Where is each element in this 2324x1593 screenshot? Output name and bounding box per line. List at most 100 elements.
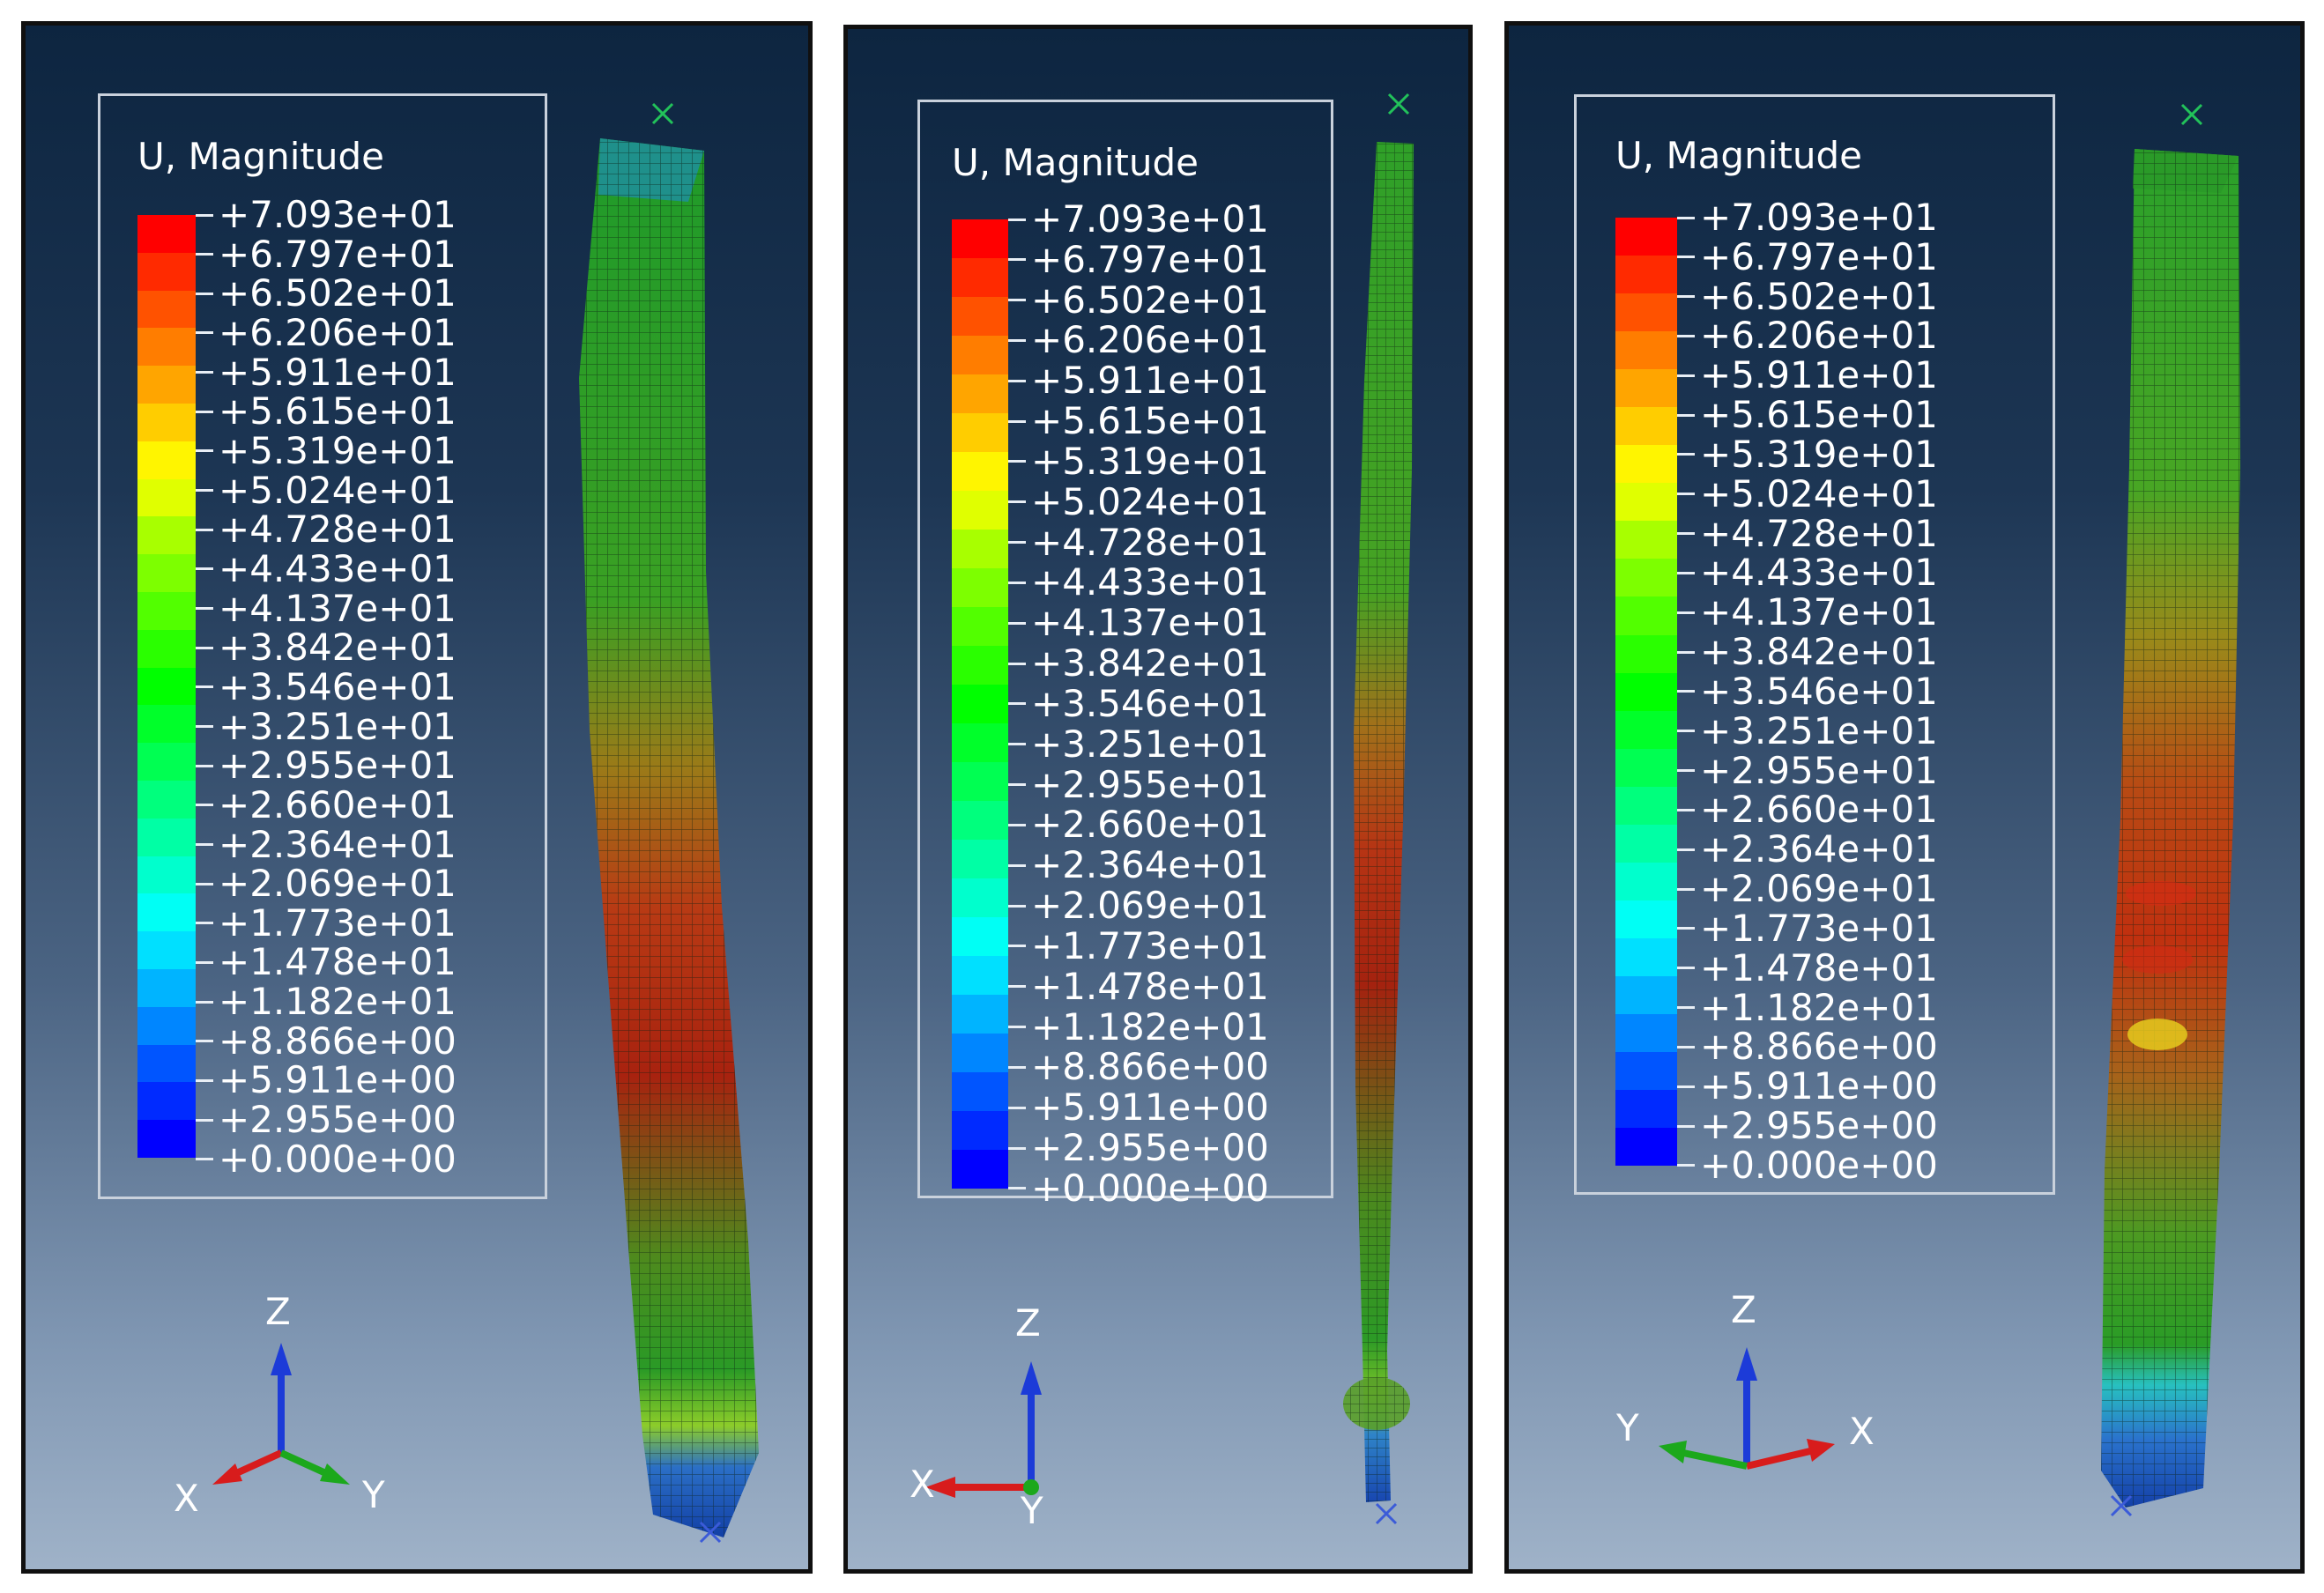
legend-tick: +2.364e+01: [1008, 846, 1269, 885]
legend-color-bar-1: [137, 215, 196, 1158]
legend-tick-mark: [1008, 581, 1026, 584]
legend-swatch: [952, 568, 1008, 607]
legend-tick-mark: [196, 449, 213, 453]
legend-swatch: [137, 591, 196, 630]
legend-tick: +5.911e+01: [1677, 356, 1938, 395]
viewport-3[interactable]: U, Magnitude +7.093e+01 +6.797e+01 +6.502e…: [1504, 21, 2305, 1574]
legend-tick: +5.319e+01: [196, 428, 457, 472]
legend-tick: +4.728e+01: [1008, 522, 1269, 562]
legend-tick-label: +1.478e+01: [219, 940, 457, 984]
legend-tick: +5.615e+01: [1008, 402, 1269, 441]
legend-tick: +6.206e+01: [196, 313, 457, 352]
legend-tick-label: +5.911e+00: [1031, 1085, 1269, 1130]
legend-tick: +6.502e+01: [196, 274, 457, 313]
legend-tick: +1.478e+01: [1008, 967, 1269, 1006]
legend-tick-label: +2.955e+01: [1031, 762, 1269, 806]
legend-tick-mark: [1008, 1106, 1026, 1109]
legend-title-2: U, Magnitude: [952, 141, 1199, 184]
legend-tick-mark: [196, 725, 213, 729]
legend-tick: +5.024e+01: [196, 470, 457, 510]
legend-tick: +8.866e+00: [1008, 1048, 1269, 1086]
viewport-1[interactable]: U, Magnitude +7.093e+01 +6.797e+01 +6.502e…: [21, 21, 813, 1574]
legend-title-3: U, Magnitude: [1615, 134, 1862, 177]
legend-tick-mark: [1677, 650, 1695, 654]
legend-tick: +5.319e+01: [1677, 434, 1938, 474]
legend-swatch: [1615, 218, 1677, 256]
legend-tick-label: +5.615e+01: [1031, 399, 1269, 443]
legend-tick-mark: [1677, 413, 1695, 417]
legend-swatch: [1615, 975, 1677, 1014]
boundary-marker-bottom-2: [1375, 1502, 1398, 1525]
viewport-2[interactable]: U, Magnitude +7.093e+01 +6.797e+01 +6.502e…: [843, 25, 1473, 1574]
legend-tick-label: +3.546e+01: [219, 664, 457, 708]
boundary-marker-top-3: [2180, 103, 2203, 126]
legend-tick: +1.182e+01: [196, 982, 457, 1021]
legend-swatch: [952, 607, 1008, 646]
legend-swatch: [1615, 293, 1677, 332]
legend-tick: +3.546e+01: [1008, 684, 1269, 723]
legend-swatch: [1615, 483, 1677, 522]
legend-tick-label: +7.093e+01: [1700, 196, 1938, 239]
legend-swatch: [952, 530, 1008, 568]
legend-tick: +6.797e+01: [1008, 240, 1269, 279]
legend-tick: +6.797e+01: [196, 234, 457, 274]
legend-tick-mark: [1677, 611, 1695, 614]
legend-tick-mark: [1677, 493, 1695, 496]
legend-tick-label: +1.182e+01: [1031, 1004, 1269, 1048]
legend-tick-mark: [196, 843, 213, 846]
legend-swatch: [137, 441, 196, 479]
legend-tick-label: +2.955e+00: [219, 1098, 457, 1142]
legend-tick-label: +1.773e+01: [1031, 923, 1269, 967]
legend-tick-label: +8.866e+00: [1700, 1025, 1938, 1069]
legend-tick-label: +2.660e+01: [1031, 803, 1269, 847]
legend-tick-label: +6.797e+01: [1700, 234, 1938, 278]
legend-tick-mark: [1677, 295, 1695, 299]
legend-swatch: [1615, 824, 1677, 863]
legend-tick: +7.093e+01: [1677, 198, 1938, 237]
legend-tick: +5.615e+01: [1677, 396, 1938, 434]
legend-tick-label: +7.093e+01: [1031, 197, 1269, 241]
legend-tick-mark: [1008, 823, 1026, 826]
legend-tick-label: +5.615e+01: [1700, 393, 1938, 437]
legend-tick-mark: [1677, 690, 1695, 693]
legend-tick-label: +5.319e+01: [219, 428, 457, 472]
legend-tick-label: +2.069e+01: [1031, 884, 1269, 928]
legend-tick: +1.182e+01: [1677, 988, 1938, 1027]
legend-tick-label: +3.842e+01: [1031, 641, 1269, 685]
legend-tick-label: +6.502e+01: [219, 271, 457, 315]
legend-swatch: [137, 968, 196, 1007]
legend-tick-label: +2.069e+01: [1700, 867, 1938, 911]
legend-swatch: [137, 856, 196, 894]
legend-swatch: [952, 840, 1008, 878]
legend-swatch: [952, 336, 1008, 374]
legend-tick: +2.955e+00: [1008, 1129, 1269, 1167]
axis-label-y-3: Y: [1616, 1406, 1639, 1449]
legend-tick: +2.955e+01: [1008, 762, 1269, 806]
legend-swatch: [137, 290, 196, 329]
legend-tick-label: +4.433e+01: [219, 546, 457, 590]
legend-swatch: [137, 554, 196, 592]
legend-tick-label: +5.024e+01: [1700, 471, 1938, 515]
legend-swatch: [137, 478, 196, 517]
axis-label-x-2: X: [910, 1463, 935, 1506]
legend-swatch: [952, 219, 1008, 258]
legend-tick: +2.069e+01: [1008, 886, 1269, 925]
legend-tick-mark: [196, 528, 213, 531]
legend-tick-label: +2.955e+01: [1700, 748, 1938, 792]
axis-label-z-1: Z: [265, 1290, 291, 1333]
legend-tick-label: +2.955e+00: [1031, 1126, 1269, 1170]
legend-swatch: [952, 646, 1008, 685]
triad-arrows-2: [925, 1361, 1042, 1498]
legend-tick: +2.955e+01: [1677, 748, 1938, 792]
legend-tick: +4.433e+01: [1677, 553, 1938, 592]
legend-tick-label: +6.206e+01: [1031, 318, 1269, 362]
legend-tick-mark: [1677, 887, 1695, 891]
legend-tick: +5.911e+01: [1008, 361, 1269, 400]
legend-tick-mark: [196, 371, 213, 374]
boundary-marker-top-1: [651, 102, 674, 125]
legend-tick: +3.842e+01: [1677, 633, 1938, 671]
axis-triad-3: Z Y X: [1606, 1291, 1897, 1523]
legend-tick-mark: [196, 1040, 213, 1043]
legend-tick-label: +2.069e+01: [219, 862, 457, 906]
legend-tick: +5.911e+00: [1677, 1067, 1938, 1106]
